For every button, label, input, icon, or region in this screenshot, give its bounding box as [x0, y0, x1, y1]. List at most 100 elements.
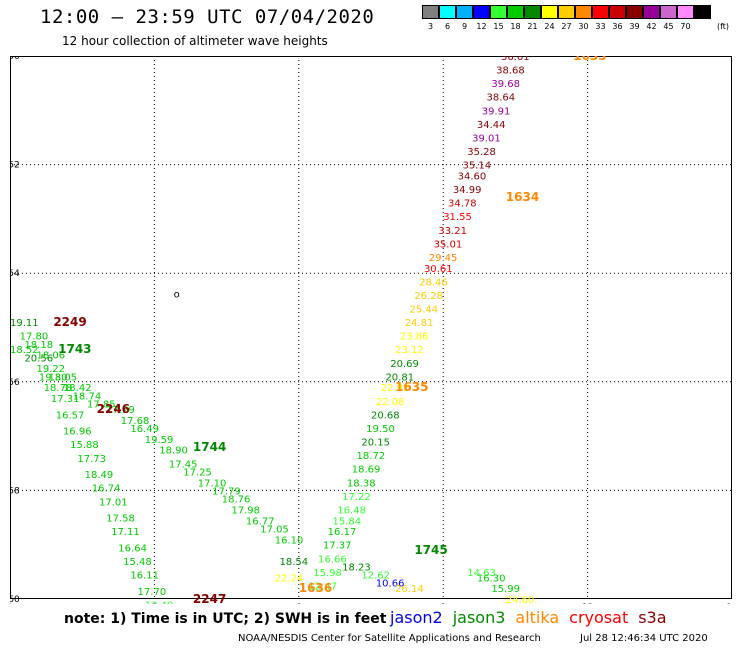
wave-height-value: 26.28 [414, 291, 443, 302]
legend-label: 39 [629, 22, 640, 31]
wave-height-value: 28.46 [419, 277, 448, 288]
wave-height-value: 16.48 [337, 505, 366, 516]
legend-swatch-3: 12 [473, 5, 490, 31]
legend-swatch-4: 15 [490, 5, 507, 31]
wave-height-value: 16.11 [130, 571, 159, 582]
wave-height-value: 18.52 [10, 345, 39, 356]
wave-height-value: 18.05 [49, 372, 78, 383]
satellite-altika: altika [515, 608, 560, 627]
legend-swatch-6: 21 [524, 5, 541, 31]
wave-height-value: 33.21 [438, 226, 467, 237]
wave-height-value: 19.30 [39, 372, 68, 383]
map-frame [10, 56, 732, 599]
footer-note: note: 1) Time is in UTC; 2) SWH is in fe… [64, 611, 387, 627]
legend-swatch-13: 42 [643, 5, 660, 31]
lat-tick-label: -60 [10, 595, 20, 604]
wave-height-value: 20.69 [390, 359, 419, 370]
wave-height-value: 17.31 [51, 394, 80, 405]
wave-height-value: 15.84 [332, 516, 361, 527]
wave-height-value: 16.74 [92, 484, 121, 495]
wave-height-value: 30.61 [424, 264, 453, 275]
wave-height-value: 15.99 [491, 584, 520, 595]
wave-height-value: 38.68 [496, 66, 525, 77]
wave-height-value: 19.59 [145, 435, 174, 446]
credit-timestamp: Jul 28 12:46:34 UTC 2020 [580, 633, 708, 644]
pass-time-label: 1635 [395, 380, 428, 394]
wave-height-value: 18.72 [357, 451, 386, 462]
wave-height-value: 34.78 [448, 199, 477, 210]
wave-height-value: 18.18 [24, 340, 53, 351]
wave-height-value: 34.60 [458, 171, 487, 182]
wave-height-value: 15.98 [313, 568, 342, 579]
map-axis-ticks: 0 3 6 9 12 15 -50 -52 -54 -56 -58 -60 o [10, 56, 732, 604]
lon-tick-label: 15 [726, 603, 732, 604]
wave-height-value: 18.69 [352, 465, 381, 476]
lat-tick-label: -56 [10, 378, 20, 388]
wave-height-value: 20.68 [371, 410, 400, 421]
wave-height-value: 19.22 [36, 364, 65, 375]
wave-height-value: 15.48 [123, 557, 152, 568]
satellite-jason3: jason3 [452, 608, 506, 627]
wave-height-value: 20.15 [361, 438, 390, 449]
wave-height-value: 35.01 [434, 239, 463, 250]
wave-height-value: 18.54 [280, 557, 309, 568]
legend-swatch-7: 24 [541, 5, 558, 31]
wave-height-map: 0 3 6 9 12 15 -50 -52 -54 -56 -58 -60 o 36.61 38.68 39… [10, 56, 732, 604]
wave-height-value: 20.56 [24, 353, 53, 364]
wave-height-value: 36.61 [501, 56, 530, 63]
legend-label: 12 [476, 22, 487, 31]
wave-height-value: 17.98 [231, 505, 260, 516]
wave-height-value: 16.49 [130, 424, 159, 435]
legend-swatch-10: 33 [592, 5, 609, 31]
lat-tick-label: -58 [10, 486, 20, 496]
wave-height-value: 18.38 [347, 478, 376, 489]
legend-swatch-0: 3 [422, 5, 439, 31]
pass-time-label: 1743 [58, 342, 91, 356]
legend-label: 3 [427, 22, 434, 31]
legend-swatch-15: 70 [677, 5, 694, 31]
wave-height-value: 19.11 [10, 318, 39, 329]
legend-label: 30 [578, 22, 589, 31]
wave-height-value: 13.40 [145, 600, 174, 604]
pass-time-label: 1744 [193, 440, 226, 454]
wave-height-value: 39.01 [472, 133, 501, 144]
wave-height-value: 35.14 [462, 161, 491, 172]
lon-tick-label: 9 [440, 603, 446, 604]
wave-height-value: 18.74 [73, 391, 102, 402]
wave-height-value: 23.12 [395, 345, 424, 356]
wave-height-value: 18.78 [44, 383, 73, 394]
legend-swatch-12: 39 [626, 5, 643, 31]
wave-height-value: 34.99 [453, 185, 482, 196]
lat-tick-label: -54 [10, 269, 20, 279]
wave-height-value: 10.66 [376, 579, 405, 590]
pass-time-label: 1634 [506, 190, 539, 204]
satellite-legend: jason2 jason3 altika cryosat s3a [390, 608, 677, 627]
legend-label: 45 [663, 22, 674, 31]
legend-label: 6 [444, 22, 451, 31]
lat-tick-label: -50 [10, 56, 20, 62]
wave-height-value: 16.57 [56, 410, 85, 421]
pass-time-label: 1636 [299, 581, 332, 595]
wave-height-value: 16.30 [477, 573, 506, 584]
wave-height-value: 22.92 [381, 383, 410, 394]
legend-label: 21 [527, 22, 538, 31]
legend-label: 70 [680, 22, 691, 31]
wave-height-value: 18.42 [63, 383, 92, 394]
wave-height-value: 19.50 [366, 424, 395, 435]
legend-swatch-1: 6 [439, 5, 456, 31]
legend-label: 15 [493, 22, 504, 31]
pass-time-label: 1633 [573, 56, 606, 63]
wave-height-value: 14.63 [467, 568, 496, 579]
wave-height-value: 16.66 [318, 554, 347, 565]
wave-height-value: 20.81 [385, 372, 414, 383]
lon-tick-label: 0 [10, 603, 13, 604]
wave-height-value: 17.79 [212, 486, 241, 497]
wave-height-value: 17.01 [99, 497, 128, 508]
wave-height-value: 38.64 [487, 93, 516, 104]
legend-swatch-14: 45 [660, 5, 677, 31]
satellite-jason2: jason2 [390, 608, 443, 627]
wave-height-value: 24.60 [506, 595, 535, 604]
legend-swatch-11: 36 [609, 5, 626, 31]
position-marker: o [174, 290, 180, 301]
legend-swatch-2: 9 [456, 5, 473, 31]
